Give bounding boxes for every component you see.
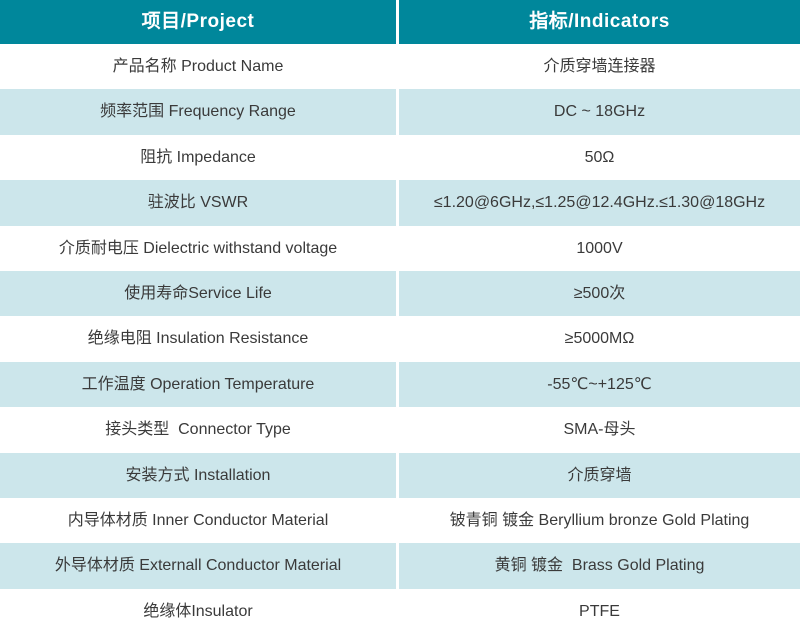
table-row: 安装方式 Installation 介质穿墙 bbox=[0, 452, 800, 498]
indicator-cell: 介质穿墙 bbox=[399, 452, 800, 498]
table-row: 绝缘电阻 Insulation Resistance ≥5000MΩ bbox=[0, 316, 800, 362]
project-cell: 接头类型 Connector Type bbox=[0, 407, 396, 453]
table-row: 使用寿命Service Life ≥500次 bbox=[0, 270, 800, 317]
indicator-cell: SMA-母头 bbox=[399, 407, 800, 453]
table-row: 介质耐电压 Dielectric withstand voltage 1000V bbox=[0, 225, 800, 271]
project-cell: 产品名称 Product Name bbox=[0, 44, 396, 90]
indicator-cell: ≥500次 bbox=[399, 270, 800, 317]
project-cell: 工作温度 Operation Temperature bbox=[0, 361, 396, 408]
indicator-cell: 介质穿墙连接器 bbox=[399, 44, 800, 90]
table-row: 阻抗 Impedance 50Ω bbox=[0, 134, 800, 181]
table-row: 绝缘体Insulator PTFE bbox=[0, 588, 800, 634]
indicator-cell: 1000V bbox=[399, 225, 800, 271]
project-cell: 绝缘体Insulator bbox=[0, 588, 396, 634]
table-header-row: 项目/Project 指标/Indicators bbox=[0, 0, 800, 44]
header-project-cell: 项目/Project bbox=[0, 0, 396, 44]
indicator-cell: 铍青铜 镀金 Beryllium bronze Gold Plating bbox=[399, 497, 800, 544]
table-row: 接头类型 Connector Type SMA-母头 bbox=[0, 407, 800, 453]
table-row: 产品名称 Product Name 介质穿墙连接器 bbox=[0, 44, 800, 90]
project-cell: 安装方式 Installation bbox=[0, 452, 396, 498]
indicator-cell: ≥5000MΩ bbox=[399, 316, 800, 362]
table-row: 工作温度 Operation Temperature -55℃~+125℃ bbox=[0, 361, 800, 408]
project-cell: 介质耐电压 Dielectric withstand voltage bbox=[0, 225, 396, 271]
indicator-cell: 黄铜 镀金 Brass Gold Plating bbox=[399, 543, 800, 589]
table-row: 驻波比 VSWR ≤1.20@6GHz,≤1.25@12.4GHz.≤1.30@… bbox=[0, 180, 800, 226]
indicator-cell: -55℃~+125℃ bbox=[399, 361, 800, 408]
project-cell: 绝缘电阻 Insulation Resistance bbox=[0, 316, 396, 362]
project-cell: 阻抗 Impedance bbox=[0, 134, 396, 181]
project-cell: 驻波比 VSWR bbox=[0, 180, 396, 226]
indicator-cell: 50Ω bbox=[399, 134, 800, 181]
table-row: 内导体材质 Inner Conductor Material 铍青铜 镀金 Be… bbox=[0, 497, 800, 544]
indicator-cell: DC ~ 18GHz bbox=[399, 89, 800, 135]
table-row: 外导体材质 Externall Conductor Material 黄铜 镀金… bbox=[0, 543, 800, 589]
project-cell: 使用寿命Service Life bbox=[0, 270, 396, 317]
project-cell: 频率范围 Frequency Range bbox=[0, 89, 396, 135]
header-indicators-cell: 指标/Indicators bbox=[399, 0, 800, 44]
indicator-cell: PTFE bbox=[399, 588, 800, 634]
project-cell: 外导体材质 Externall Conductor Material bbox=[0, 543, 396, 589]
project-cell: 内导体材质 Inner Conductor Material bbox=[0, 497, 396, 544]
table-row: 频率范围 Frequency Range DC ~ 18GHz bbox=[0, 89, 800, 135]
indicator-cell: ≤1.20@6GHz,≤1.25@12.4GHz.≤1.30@18GHz bbox=[399, 180, 800, 226]
